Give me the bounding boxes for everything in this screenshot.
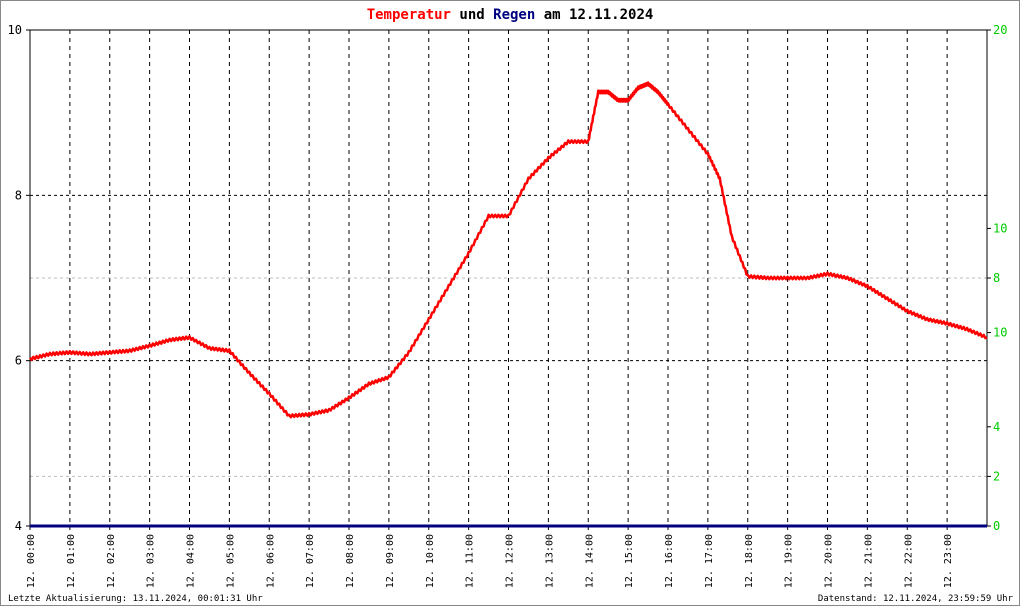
x-tick-label: 12. 06:00 [265, 534, 276, 588]
footer-last-update: Letzte Aktualisierung: 13.11.2024, 00:01… [8, 594, 263, 604]
left-axis-ticks: 4 6 8 10 [8, 23, 30, 533]
footer-data-state: Datenstand: 12.11.2024, 23:59:59 Uhr [818, 594, 1014, 604]
left-tick-label: 4 [15, 519, 22, 533]
x-tick-label: 12. 01:00 [66, 534, 77, 588]
x-tick-label: 12. 02:00 [106, 534, 117, 588]
x-tick-label: 12. 23:00 [943, 534, 954, 588]
right-tick-label: 0 [993, 519, 1000, 533]
right-tick-label: 8 [993, 271, 1000, 285]
x-axis-ticks: 12. 00:00 12. 01:00 12. 02:00 12. 03:00 12. … [26, 526, 954, 588]
x-tick-label: 12. 18:00 [744, 534, 755, 588]
x-tick-label: 12. 00:00 [26, 534, 37, 588]
x-tick-label: 12. 14:00 [584, 534, 595, 588]
x-tick-label: 12. 09:00 [385, 534, 396, 588]
x-tick-label: 12. 20:00 [824, 534, 835, 588]
right-tick-label: 10 [993, 326, 1007, 340]
right-tick-label: 2 [993, 469, 1000, 483]
x-tick-label: 12. 11:00 [465, 534, 476, 588]
x-tick-label: 12. 05:00 [225, 534, 236, 588]
title-und: und [451, 7, 493, 23]
left-tick-label: 6 [15, 354, 22, 368]
title-temperature: Temperatur [367, 7, 451, 23]
x-tick-label: 12. 03:00 [146, 534, 157, 588]
x-tick-label: 12. 12:00 [505, 534, 516, 588]
x-tick-label: 12. 07:00 [305, 534, 316, 588]
x-tick-label: 12. 13:00 [544, 534, 555, 588]
x-tick-label: 12. 04:00 [186, 534, 197, 588]
title-rain: Regen [493, 7, 535, 23]
x-tick-label: 12. 17:00 [704, 534, 715, 588]
right-tick-label: 10 [993, 221, 1007, 235]
right-tick-label: 4 [993, 420, 1000, 434]
grid [30, 30, 987, 526]
x-tick-label: 12. 22:00 [903, 534, 914, 588]
right-axis-ticks: 0 2 4 10 8 10 20 [987, 23, 1007, 533]
chart-title: Temperatur und Regen am 12.11.2024 [367, 7, 654, 23]
series-layer [29, 81, 988, 528]
temperature-line [29, 81, 988, 419]
left-tick-label: 10 [8, 23, 22, 37]
title-date: am 12.11.2024 [535, 7, 653, 23]
x-tick-label: 12. 19:00 [784, 534, 795, 588]
x-tick-label: 12. 10:00 [425, 534, 436, 588]
x-tick-label: 12. 21:00 [863, 534, 874, 588]
x-tick-label: 12. 15:00 [624, 534, 635, 588]
x-tick-label: 12. 08:00 [345, 534, 356, 588]
left-tick-label: 8 [15, 188, 22, 202]
right-tick-label: 20 [993, 23, 1007, 37]
x-tick-label: 12. 16:00 [664, 534, 675, 588]
